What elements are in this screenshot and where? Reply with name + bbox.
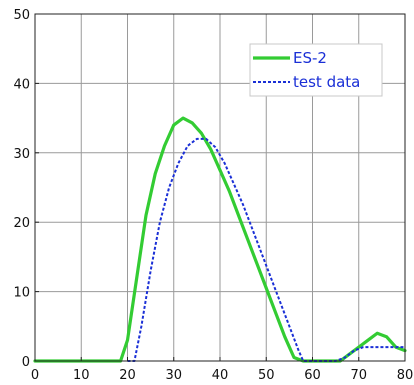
y-tick-label-50: 50 [13, 8, 30, 23]
x-tick-label-20: 20 [119, 368, 136, 383]
plot-frame [34, 13, 406, 362]
y-tick-label-30: 30 [13, 147, 30, 162]
legend: ES-2 test data [249, 43, 383, 97]
series-line-test-data [127, 137, 405, 362]
legend-label-es-2: ES-2 [293, 49, 327, 67]
x-tick-label-80: 80 [397, 368, 414, 383]
x-tick-label-0: 0 [31, 368, 39, 383]
y-tick-label-0: 0 [22, 355, 30, 370]
x-tick-label-40: 40 [212, 368, 229, 383]
y-tick-label-40: 40 [13, 77, 30, 92]
y-tick-label-10: 10 [13, 286, 30, 301]
legend-label-test-data: test data [293, 73, 360, 91]
tick-labels: 0 10 20 30 40 50 60 70 80 0 10 20 30 40 50 [13, 8, 413, 383]
x-tick-label-50: 50 [258, 368, 275, 383]
series-lines [33, 116, 407, 363]
x-tick-label-70: 70 [350, 368, 367, 383]
y-tick-label-20: 20 [13, 216, 30, 231]
x-tick-label-30: 30 [165, 368, 182, 383]
x-tick-label-60: 60 [304, 368, 321, 383]
x-tick-label-10: 10 [73, 368, 90, 383]
legend-box [249, 43, 383, 97]
series-line-es-2 [33, 116, 407, 363]
